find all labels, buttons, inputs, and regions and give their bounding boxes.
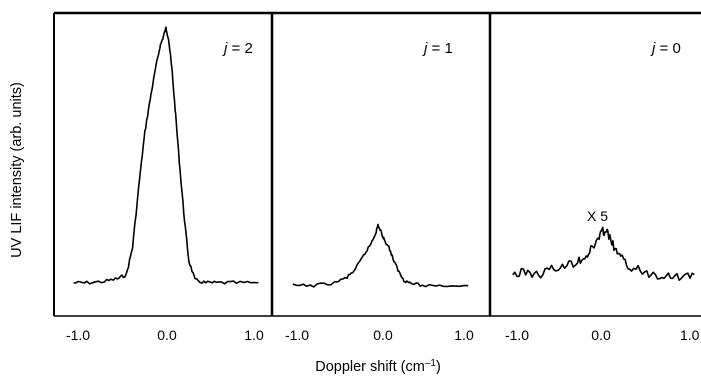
y-axis-title: UV LIF intensity (arb. units)	[9, 82, 25, 258]
tick-label-p1-2: 1.0	[454, 327, 474, 343]
tick-label-p0-0: -1.0	[66, 327, 90, 343]
traces	[73, 26, 695, 288]
trace-panel-2	[512, 226, 695, 282]
trace-panel-0	[73, 26, 259, 285]
x-axis-title: Doppler shift (cm–1)	[315, 358, 441, 376]
trace-panel-1	[292, 223, 469, 288]
scale-annotation: X 5	[587, 208, 608, 224]
tick-label-p1-0: -1.0	[285, 327, 309, 343]
tick-label-p2-2: 1.0	[680, 327, 700, 343]
panel-label-j0: j = 0	[650, 40, 681, 57]
tick-label-p2-1: 0.0	[591, 327, 611, 343]
tick-label-p2-0: -1.0	[505, 327, 529, 343]
panel-label-j1: j = 1	[422, 40, 453, 57]
tick-label-p0-1: 0.0	[157, 327, 177, 343]
panel-label-j2: j = 2	[222, 40, 253, 57]
tick-label-p1-1: 0.0	[373, 327, 393, 343]
tick-label-p0-2: 1.0	[244, 327, 264, 343]
